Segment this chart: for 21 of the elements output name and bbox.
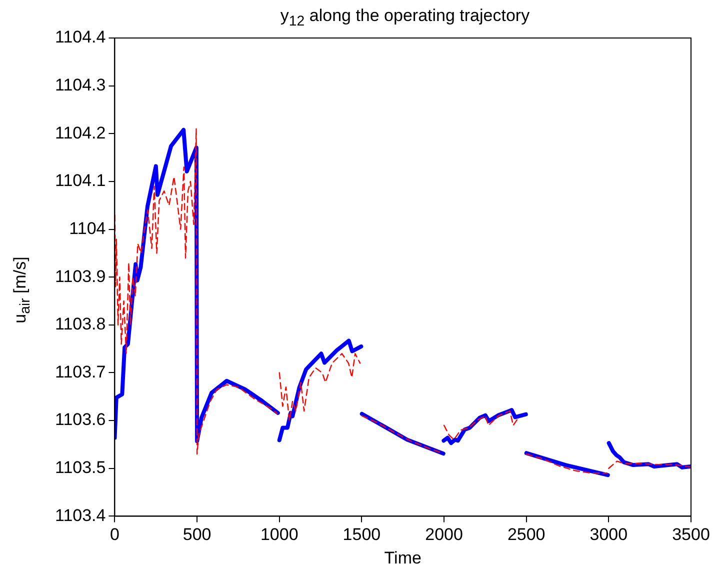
y-tick-label: 1104 xyxy=(69,218,106,238)
y-tick-label: 1103.6 xyxy=(55,410,106,430)
x-tick-label: 3500 xyxy=(672,525,710,544)
y-tick-label: 1103.9 xyxy=(55,266,106,286)
y-tick-label: 1103.7 xyxy=(55,362,106,382)
y-tick-label: 1103.4 xyxy=(55,506,106,525)
x-tick-label: 3000 xyxy=(590,525,628,544)
y-tick-label: 1103.5 xyxy=(55,458,106,478)
y-tick-label: 1104.4 xyxy=(55,28,106,47)
y-tick-label: 1104.2 xyxy=(55,123,106,142)
x-tick-label: 0 xyxy=(110,525,120,544)
chart-title: y$_{12}$ along the operating trajectory xyxy=(279,6,531,30)
x-tick-label: 2500 xyxy=(507,525,546,544)
x-tick-label: 2000 xyxy=(425,525,463,544)
x-tick-label: 1500 xyxy=(342,525,381,544)
y-tick-label: 1103.8 xyxy=(55,314,106,334)
x-tick-label: 500 xyxy=(182,525,212,544)
x-axis-title: Time xyxy=(384,548,422,568)
y-tick-label: 1104.3 xyxy=(55,76,106,95)
y-tick-label: 1104.1 xyxy=(55,171,106,190)
x-tick-label: 1000 xyxy=(260,525,298,544)
